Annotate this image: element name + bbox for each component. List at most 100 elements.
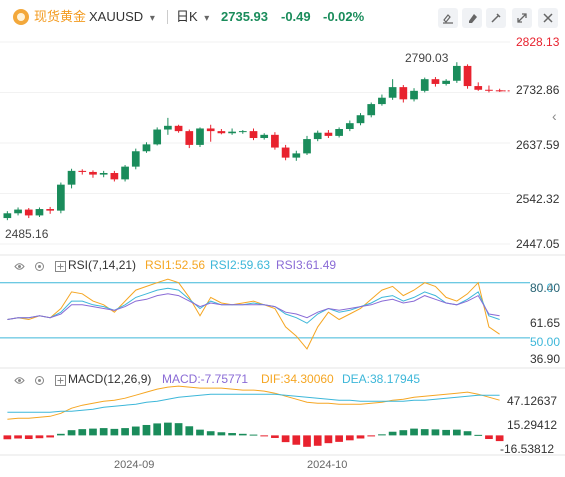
low-price-label: 2485.16	[5, 227, 49, 241]
settings-icon[interactable]	[34, 259, 45, 271]
divider	[167, 10, 168, 24]
eye-icon[interactable]	[14, 259, 25, 270]
rsi-tick: 61.65	[530, 316, 561, 330]
candle-body	[452, 65, 461, 81]
period-selector[interactable]: 日K ▾	[176, 8, 209, 28]
candle-body	[292, 153, 301, 158]
settings-icon[interactable]	[34, 373, 45, 385]
candle-body	[367, 104, 376, 116]
pen-tool-icon[interactable]	[486, 8, 506, 28]
period-text: 日K	[176, 9, 198, 24]
macd-histogram-bar	[67, 430, 76, 436]
macd-histogram-bar	[345, 435, 354, 441]
macd-histogram-bar	[378, 434, 386, 436]
candle-body	[89, 171, 97, 175]
candle-body	[196, 128, 204, 145]
macd-histogram-bar	[399, 430, 408, 436]
eye-icon[interactable]	[14, 373, 25, 384]
expand-icon[interactable]	[55, 373, 66, 386]
macd-histogram-bar	[35, 435, 44, 439]
candle-body	[399, 87, 408, 100]
chart-toolbar: 现货黄金 XAUUSD ▾ 日K ▾ 2735.93 -0.49 -0.02%	[0, 0, 565, 34]
macd-tick: 47.12637	[507, 394, 558, 408]
rsi1-value: RSI1:52.56	[145, 258, 206, 272]
candle-body	[78, 170, 87, 172]
candle-body	[388, 87, 397, 98]
pencil-line-icon[interactable]	[438, 8, 458, 28]
candle-body	[281, 147, 290, 158]
eraser-icon[interactable]	[462, 8, 482, 28]
macd-histogram-bar	[14, 435, 22, 439]
close-icon[interactable]	[538, 8, 558, 28]
symbol-text: XAUUSD	[89, 9, 144, 24]
candle-body	[67, 170, 76, 185]
rsi-series-line	[7, 278, 500, 350]
candle-body	[260, 134, 269, 139]
macd-tick: 15.29412	[507, 418, 558, 432]
macd-histogram-bar	[420, 429, 429, 436]
macd-histogram-bar	[99, 428, 108, 436]
candle-body	[206, 128, 215, 132]
candle-body	[153, 129, 162, 145]
macd-histogram-bar	[46, 435, 55, 438]
macd-value: MACD:-7.75771	[162, 372, 249, 386]
candle-body	[174, 125, 183, 132]
candle-body	[271, 134, 279, 148]
candle-body	[35, 209, 44, 216]
macd-histogram-bar	[206, 431, 215, 436]
candle-body	[463, 65, 472, 87]
macd-histogram-bar	[442, 429, 450, 436]
macd-title: MACD(12,26,9)	[68, 372, 152, 386]
rsi-tick: 80.40	[530, 281, 561, 295]
candle-body	[57, 184, 65, 211]
macd-histogram-bar	[367, 435, 376, 437]
gold-logo-icon	[13, 9, 29, 25]
candle-body	[485, 89, 493, 91]
candle-body	[431, 79, 440, 84]
candle-body	[164, 125, 172, 130]
macd-histogram-bar	[228, 433, 236, 436]
candle-body	[217, 131, 226, 134]
instrument-name: 现货黄金	[34, 9, 87, 24]
candle-body	[14, 209, 22, 214]
price-tick: 2447.05	[516, 237, 560, 251]
price-change-pct: -0.02%	[323, 9, 365, 24]
price-tick: 2828.13	[516, 35, 560, 49]
chevron-left-icon[interactable]: ‹	[552, 108, 557, 124]
fullscreen-icon[interactable]	[512, 8, 532, 28]
macd-histogram-bar	[142, 424, 151, 436]
macd-histogram-bar	[292, 435, 301, 445]
price-tick: 2732.86	[516, 83, 560, 97]
candle-body	[378, 97, 386, 105]
macd-histogram-bar	[121, 428, 129, 436]
expand-icon[interactable]	[55, 259, 66, 272]
chevron-down-icon: ▾	[149, 13, 155, 24]
candle-body	[442, 80, 450, 84]
macd-tick: -16.53812	[500, 442, 555, 456]
macd-histogram-bar	[78, 429, 87, 436]
macd-series-line	[7, 393, 500, 413]
current-price: 2735.93	[221, 9, 268, 24]
macd-histogram-bar	[110, 428, 119, 436]
macd-series-line	[7, 385, 500, 420]
macd-histogram-bar	[485, 435, 493, 440]
rsi-title: RSI(7,14,21)	[68, 258, 137, 272]
candle-body	[3, 213, 12, 219]
macd-histogram-bar	[153, 423, 162, 436]
macd-histogram-bar	[24, 435, 33, 440]
macd-histogram-bar	[271, 435, 279, 438]
macd-histogram-bar	[324, 435, 333, 444]
date-tick: 2024-09	[114, 459, 155, 471]
candle-body	[99, 172, 108, 175]
macd-histogram-bar	[356, 435, 365, 439]
candle-body	[110, 172, 119, 180]
macd-histogram-bar	[217, 432, 226, 436]
macd-histogram-bar	[260, 435, 269, 437]
rsi-tick: 50.00	[530, 335, 561, 349]
macd-histogram-bar	[431, 429, 440, 436]
macd-histogram-bar	[495, 435, 504, 442]
rsi-series-line	[7, 287, 500, 324]
candle-body	[335, 129, 343, 136]
symbol-selector[interactable]: XAUUSD ▾	[89, 8, 155, 28]
